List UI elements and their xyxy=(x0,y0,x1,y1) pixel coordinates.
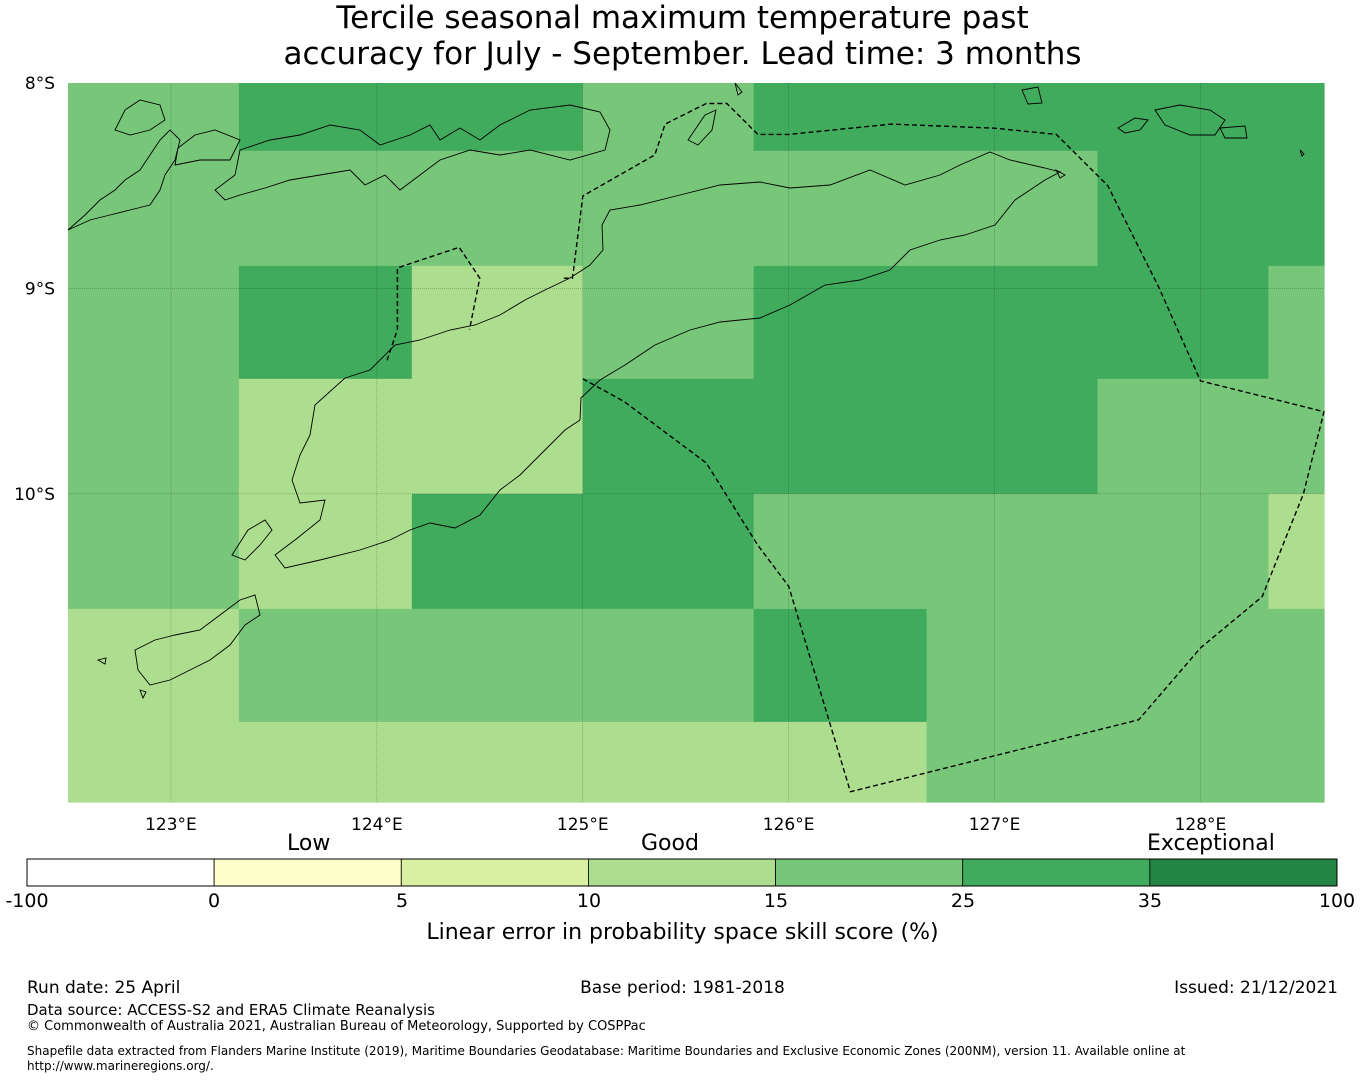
coastline xyxy=(174,129,241,166)
skill-cell xyxy=(753,265,1270,380)
coastline xyxy=(231,519,273,561)
colorbar-segment xyxy=(588,858,776,887)
skill-cell xyxy=(753,493,1270,610)
skill-cell xyxy=(411,265,584,380)
latitude-label: 8°S xyxy=(25,74,55,94)
skill-cell xyxy=(68,721,928,803)
skill-cell xyxy=(238,493,413,610)
colorbar-category-good: Good xyxy=(641,831,699,856)
coastline xyxy=(114,99,166,136)
coastline xyxy=(687,109,717,146)
shapefile-credit-line-1: Shapefile data extracted from Flanders M… xyxy=(27,1044,1186,1058)
colorbar-tick: 0 xyxy=(207,890,221,912)
colorbar-tick: 35 xyxy=(1137,890,1163,912)
skill-cell xyxy=(238,83,584,152)
skill-cell xyxy=(753,608,928,723)
oecusse-boundary xyxy=(386,246,481,361)
coastlines xyxy=(67,82,1305,700)
latitude-label: 9°S xyxy=(25,279,55,299)
longitude-labels: 123°E 124°E 125°E 126°E 127°E 128°E xyxy=(145,815,1226,835)
longitude-label: 123°E xyxy=(145,815,197,835)
shapefile-credit-line-2: http://www.marineregions.org/. xyxy=(27,1059,214,1073)
skill-cell xyxy=(411,493,755,610)
eez-boundary xyxy=(562,102,1325,793)
longitude-label: 127°E xyxy=(969,815,1021,835)
maritime-boundaries xyxy=(386,102,1325,793)
coastline xyxy=(1299,149,1305,157)
coastline xyxy=(67,129,181,231)
latitude-labels: 8°S 9°S 10°S xyxy=(14,74,55,505)
coastline xyxy=(96,657,107,665)
data-source: Data source: ACCESS-S2 and ERA5 Climate … xyxy=(27,1001,435,1019)
colorbar-tick: 5 xyxy=(395,890,409,912)
skill-cell xyxy=(582,378,1099,495)
skill-cell xyxy=(68,150,1099,267)
skill-cell xyxy=(68,608,240,723)
coastline xyxy=(1021,86,1043,105)
colorbar-frame xyxy=(26,858,1338,887)
chart-title-line-2: accuracy for July - September. Lead time… xyxy=(283,36,1082,72)
colorbar-axis-label: Linear error in probability space skill … xyxy=(426,920,939,945)
issued-date: Issued: 21/12/2021 xyxy=(1174,978,1338,998)
skill-cell xyxy=(238,608,755,723)
longitude-label: 126°E xyxy=(763,815,815,835)
graticule-lines xyxy=(68,83,1324,802)
skill-cell xyxy=(582,265,755,380)
base-period: Base period: 1981-2018 xyxy=(580,978,785,998)
colorbar-segment xyxy=(26,858,215,887)
skill-cell xyxy=(582,83,755,152)
skill-cell xyxy=(926,608,1325,723)
coastline xyxy=(1219,125,1248,139)
coastline xyxy=(214,104,611,201)
skill-grid-cells xyxy=(68,83,1325,803)
colorbar-segment xyxy=(400,858,589,887)
colorbar-segment xyxy=(775,858,964,887)
skill-cell xyxy=(68,378,240,495)
longitude-label: 125°E xyxy=(557,815,609,835)
skill-cell xyxy=(1097,378,1325,495)
copyright: © Commonwealth of Australia 2021, Austra… xyxy=(27,1019,646,1034)
colorbar-tick: 100 xyxy=(1318,890,1356,912)
colorbar-segment xyxy=(962,858,1151,887)
coastline xyxy=(134,594,261,686)
skill-cell xyxy=(68,493,240,610)
coastline xyxy=(274,151,1062,569)
skill-cell xyxy=(926,721,1325,803)
skill-cell xyxy=(68,265,240,380)
skill-cell xyxy=(68,83,240,152)
skill-cell xyxy=(753,83,1325,152)
colorbar-tick: 15 xyxy=(763,890,789,912)
colorbar xyxy=(26,858,1338,887)
colorbar-tick: -100 xyxy=(5,890,49,912)
skill-cell xyxy=(1268,265,1325,380)
coastline xyxy=(1054,168,1066,179)
chart-title-line-1: Tercile seasonal maximum temperature pas… xyxy=(336,0,1029,36)
skill-cell xyxy=(238,378,584,495)
colorbar-tick: 10 xyxy=(576,890,602,912)
run-date: Run date: 25 April xyxy=(27,978,181,998)
latitude-label: 10°S xyxy=(14,485,55,505)
coastline xyxy=(734,82,743,96)
colorbar-segment xyxy=(213,858,402,887)
colorbar-category-low: Low xyxy=(287,831,331,856)
coastline xyxy=(139,689,147,700)
skill-cell xyxy=(238,265,413,380)
colorbar-category-exceptional: Exceptional xyxy=(1147,831,1275,856)
colorbar-segment xyxy=(1149,858,1338,887)
longitude-label: 124°E xyxy=(351,815,403,835)
coastline xyxy=(1154,104,1226,136)
colorbar-tick: 25 xyxy=(950,890,976,912)
skill-cell xyxy=(1268,493,1325,610)
longitude-label: 128°E xyxy=(1175,815,1227,835)
coastline xyxy=(1117,117,1149,134)
skill-cell xyxy=(1097,150,1325,267)
